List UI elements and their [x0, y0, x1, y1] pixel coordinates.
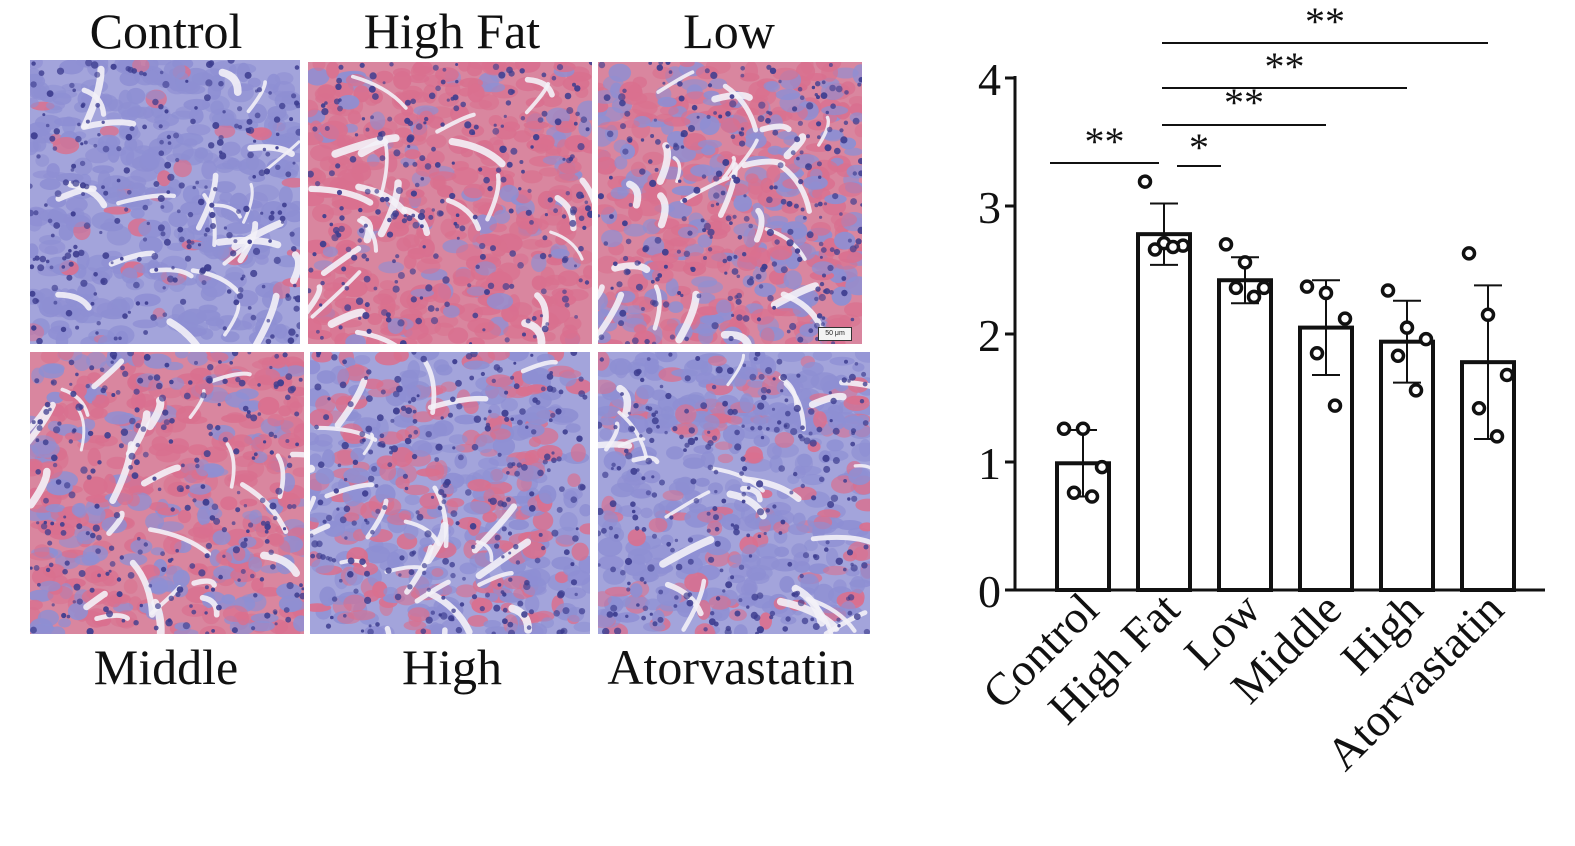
data-point	[1309, 345, 1325, 361]
significance-label: *	[1189, 125, 1209, 170]
data-point	[1066, 485, 1082, 500]
data-point	[1094, 459, 1110, 475]
data-point	[1499, 367, 1515, 383]
micrograph-texture	[30, 352, 304, 634]
data-point	[1461, 246, 1477, 261]
panel-label-low: Low	[683, 3, 775, 59]
data-point	[1399, 320, 1415, 335]
micrograph-low: 50 μm	[598, 62, 862, 344]
data-point	[1075, 421, 1091, 436]
data-point	[1137, 174, 1153, 189]
data-point	[1318, 285, 1334, 301]
significance-label: **	[1265, 44, 1305, 89]
micrograph-control	[30, 60, 300, 344]
data-point	[1471, 400, 1487, 416]
bar	[1136, 232, 1192, 592]
panel-label-high-fat: High Fat	[363, 3, 541, 59]
y-tick-label: 4	[978, 54, 1001, 105]
data-point	[1408, 383, 1424, 398]
data-point	[1380, 283, 1396, 298]
significance-label: **	[1305, 0, 1345, 44]
data-point	[1084, 489, 1100, 504]
y-tick-label: 0	[978, 566, 1001, 617]
micrograph-atorvastatin	[598, 352, 870, 634]
micrograph-texture	[30, 60, 300, 344]
data-point	[1480, 307, 1496, 323]
data-point	[1228, 280, 1244, 296]
data-point	[1489, 429, 1505, 444]
data-point	[1327, 398, 1343, 413]
panel-label-middle: Middle	[93, 639, 239, 695]
micrograph-middle	[30, 352, 304, 634]
data-point	[1147, 242, 1163, 257]
panel-label-control: Control	[89, 3, 243, 59]
significance-label: **	[1224, 80, 1264, 125]
bar	[1217, 278, 1273, 592]
panel-label-high: High	[402, 639, 502, 695]
y-tick-label: 3	[978, 182, 1001, 233]
data-point	[1246, 289, 1262, 305]
scale-bar: 50 μm	[818, 327, 852, 341]
micrograph-high-fat	[308, 62, 592, 344]
data-point	[1056, 421, 1072, 436]
micrograph-high	[310, 352, 590, 634]
data-point	[1256, 280, 1272, 296]
bar	[1055, 461, 1111, 592]
micrograph-texture	[598, 62, 862, 344]
micrograph-texture	[598, 352, 870, 634]
significance-label: **	[1085, 119, 1125, 164]
y-tick-label: 2	[978, 310, 1001, 361]
data-point	[1337, 311, 1353, 326]
micrograph-texture	[310, 352, 590, 634]
data-point	[1218, 237, 1234, 252]
data-point	[1418, 331, 1434, 347]
data-point	[1165, 239, 1181, 255]
data-point	[1390, 348, 1406, 364]
data-point	[1237, 255, 1253, 270]
panel-label-atorvastatin: Atorvastatin	[607, 639, 855, 695]
micrograph-texture	[308, 62, 592, 344]
y-tick-label: 1	[978, 438, 1001, 489]
data-point	[1299, 279, 1315, 294]
